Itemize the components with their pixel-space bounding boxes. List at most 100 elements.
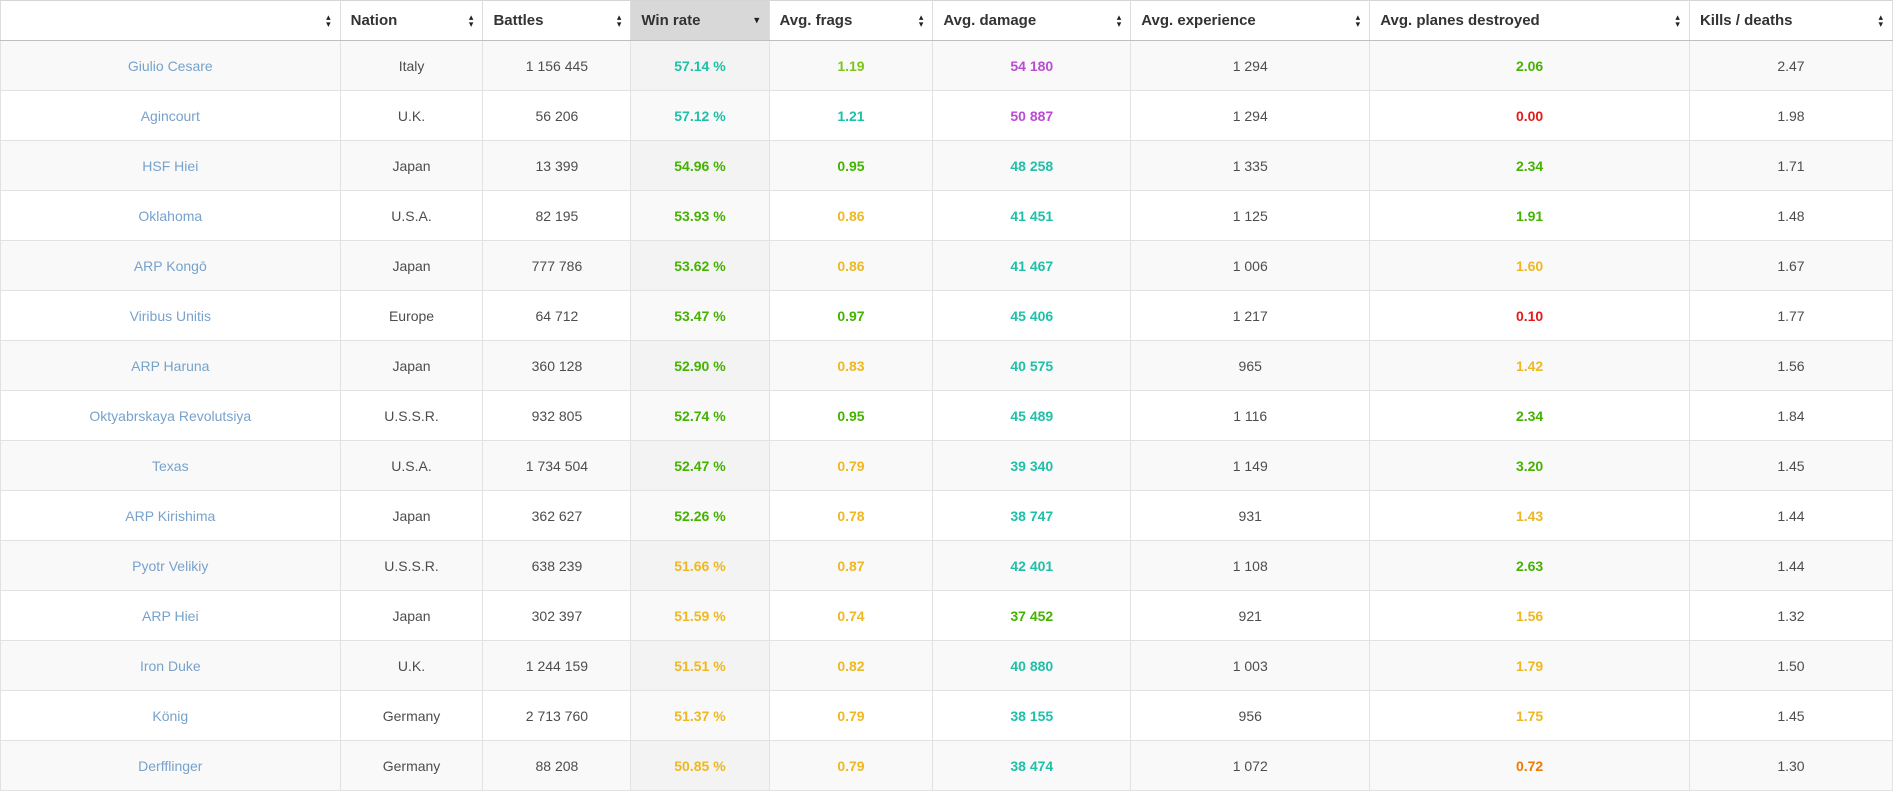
avg-experience-cell: 965 [1130,340,1371,391]
avg-frags-cell: 0.79 [768,440,934,491]
ship-name-link[interactable]: König [152,707,189,724]
ship-name-cell: ARP Kongō [0,240,341,291]
table-header: ▴ ▾ Nation ▴ ▾ Battles ▴ ▾ Win rate ▾ Avg. … [0,0,1893,41]
ship-name-link[interactable]: Pyotr Velikiy [132,557,209,574]
column-header-avg-damage[interactable]: Avg. damage ▴ ▾ [932,0,1132,41]
ship-name-link[interactable]: Derfflinger [138,757,203,774]
avg-planes-cell: 2.06 [1369,40,1690,91]
avg-experience-cell: 956 [1130,690,1371,741]
kills-deaths-cell: 1.67 [1688,240,1893,291]
win-rate-cell: 52.74 % [630,390,770,441]
avg-planes-cell: 2.63 [1369,540,1690,591]
ship-name-link[interactable]: Iron Duke [139,657,201,674]
avg-damage-cell: 42 401 [932,540,1132,591]
nation-cell: U.K. [339,90,484,141]
nation-cell: Germany [339,690,484,741]
avg-planes-cell: 3.20 [1369,440,1690,491]
avg-damage-cell: 40 575 [932,340,1132,391]
kills-deaths-cell: 1.44 [1688,540,1893,591]
ship-name-link[interactable]: ARP Haruna [131,357,210,374]
battles-cell: 360 128 [482,340,632,391]
column-header-avg-planes-destroyed[interactable]: Avg. planes destroyed ▴ ▾ [1369,0,1690,41]
avg-experience-cell: 1 335 [1130,140,1371,191]
battles-cell: 1 734 504 [482,440,632,491]
avg-frags-cell: 1.19 [768,40,934,91]
avg-frags-cell: 0.79 [768,740,934,791]
table-row: Viribus Unitis Europe 64 712 53.47 % 0.9… [0,290,1893,341]
ship-name-cell: Pyotr Velikiy [0,540,341,591]
ship-name-link[interactable]: ARP Kirishima [125,507,216,524]
column-header-ship[interactable]: ▴ ▾ [0,0,341,41]
avg-frags-cell: 0.78 [768,490,934,541]
column-header-avg-experience[interactable]: Avg. experience ▴ ▾ [1130,0,1371,41]
kills-deaths-cell: 1.98 [1688,90,1893,141]
battles-cell: 638 239 [482,540,632,591]
kills-deaths-cell: 1.71 [1688,140,1893,191]
nation-cell: Japan [339,340,484,391]
table-row: Giulio Cesare Italy 1 156 445 57.14 % 1.… [0,40,1893,91]
ship-name-link[interactable]: Texas [152,457,189,474]
sort-both-icon: ▴ ▾ [616,11,622,29]
avg-frags-cell: 0.82 [768,640,934,691]
ship-name-link[interactable]: Agincourt [140,107,200,124]
table-row: ARP Kirishima Japan 362 627 52.26 % 0.78… [0,490,1893,541]
column-header-avg-frags[interactable]: Avg. frags ▴ ▾ [768,0,934,41]
battles-cell: 362 627 [482,490,632,541]
nation-cell: U.S.S.R. [339,540,484,591]
avg-frags-cell: 0.79 [768,690,934,741]
avg-experience-cell: 1 003 [1130,640,1371,691]
ship-name-link[interactable]: Oklahoma [138,207,203,224]
nation-cell: Japan [339,490,484,541]
column-header-kills-deaths[interactable]: Kills / deaths ▴ ▾ [1688,0,1893,41]
ship-name-cell: König [0,690,341,741]
avg-damage-cell: 38 747 [932,490,1132,541]
win-rate-cell: 51.59 % [630,590,770,641]
ship-name-link[interactable]: HSF Hiei [142,157,199,174]
win-rate-cell: 52.26 % [630,490,770,541]
column-header-avg-planes-destroyed-label: Avg. planes destroyed [1380,12,1540,29]
column-header-win-rate[interactable]: Win rate ▾ [630,0,770,41]
ship-name-link[interactable]: ARP Kongō [133,257,207,274]
ship-name-link[interactable]: Giulio Cesare [127,57,213,74]
win-rate-cell: 52.47 % [630,440,770,491]
avg-experience-cell: 931 [1130,490,1371,541]
ship-name-cell: Iron Duke [0,640,341,691]
ship-name-link[interactable]: ARP Hiei [142,607,199,624]
column-header-battles[interactable]: Battles ▴ ▾ [482,0,632,41]
column-header-win-rate-label: Win rate [641,12,701,29]
kills-deaths-cell: 1.56 [1688,340,1893,391]
avg-experience-cell: 1 149 [1130,440,1371,491]
avg-planes-cell: 2.34 [1369,390,1690,441]
avg-damage-cell: 48 258 [932,140,1132,191]
avg-frags-cell: 0.83 [768,340,934,391]
avg-damage-cell: 50 887 [932,90,1132,141]
avg-experience-cell: 921 [1130,590,1371,641]
nation-cell: U.S.A. [339,440,484,491]
table-row: Texas U.S.A. 1 734 504 52.47 % 0.79 39 3… [0,440,1893,491]
battles-cell: 932 805 [482,390,632,441]
avg-damage-cell: 38 474 [932,740,1132,791]
avg-damage-cell: 45 406 [932,290,1132,341]
battles-cell: 56 206 [482,90,632,141]
ship-name-cell: Texas [0,440,341,491]
avg-frags-cell: 0.95 [768,390,934,441]
battles-cell: 1 244 159 [482,640,632,691]
avg-damage-cell: 38 155 [932,690,1132,741]
kills-deaths-cell: 1.84 [1688,390,1893,441]
avg-frags-cell: 0.97 [768,290,934,341]
table-row: Pyotr Velikiy U.S.S.R. 638 239 51.66 % 0… [0,540,1893,591]
ship-name-link[interactable]: Viribus Unitis [129,307,212,324]
win-rate-cell: 53.47 % [630,290,770,341]
battles-cell: 64 712 [482,290,632,341]
table-row: ARP Kongō Japan 777 786 53.62 % 0.86 41 … [0,240,1893,291]
avg-planes-cell: 1.75 [1369,690,1690,741]
avg-experience-cell: 1 294 [1130,40,1371,91]
nation-cell: U.S.A. [339,190,484,241]
ship-name-cell: Oktyabrskaya Revolutsiya [0,390,341,441]
column-header-nation[interactable]: Nation ▴ ▾ [339,0,484,41]
ship-name-cell: Derfflinger [0,740,341,791]
ship-name-cell: Viribus Unitis [0,290,341,341]
ship-name-link[interactable]: Oktyabrskaya Revolutsiya [89,407,252,424]
ship-name-cell: Oklahoma [0,190,341,241]
kills-deaths-cell: 1.77 [1688,290,1893,341]
